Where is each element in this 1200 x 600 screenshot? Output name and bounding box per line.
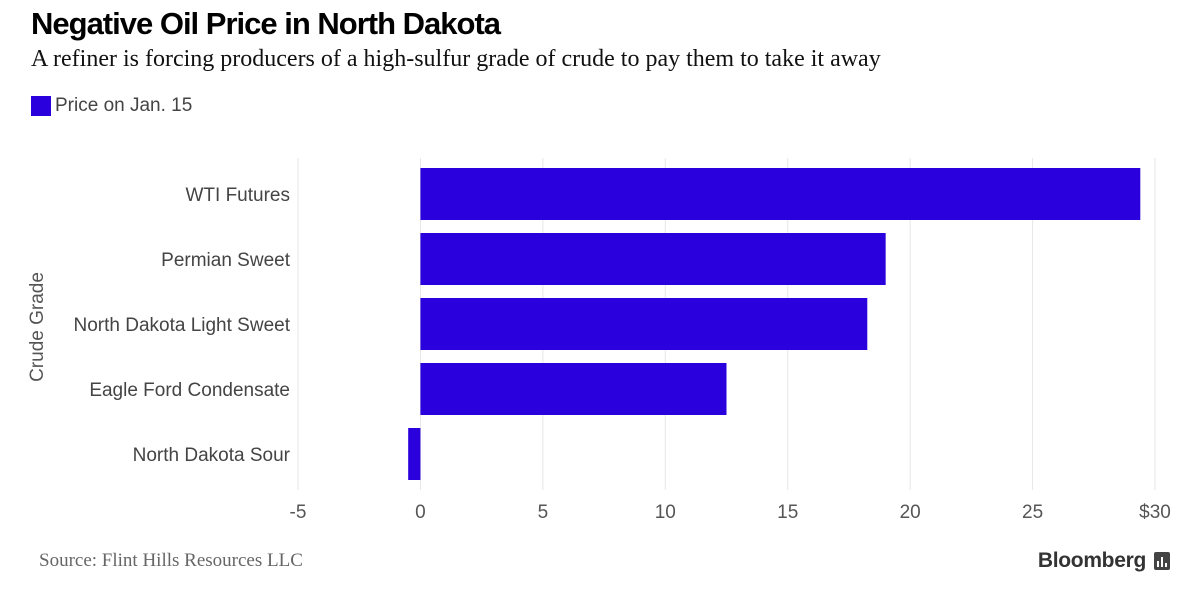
chart-subtitle: A refiner is forcing producers of a high… (31, 46, 881, 72)
x-tick-label: 20 (900, 502, 921, 523)
legend-label: Price on Jan. 15 (55, 95, 193, 116)
x-tick-label: 15 (777, 502, 798, 523)
brand-logo: Bloomberg (1038, 549, 1170, 573)
bloomberg-terminal-icon (1154, 552, 1170, 570)
legend: Price on Jan. 15 (31, 95, 192, 117)
category-label: North Dakota Sour (133, 445, 291, 466)
bar-north-dakota-sour (408, 428, 421, 480)
category-label: North Dakota Light Sweet (73, 315, 290, 336)
bar-eagle-ford-condensate (420, 363, 727, 415)
x-tick-label: 5 (538, 502, 549, 523)
legend-swatch (31, 96, 51, 116)
category-label: Permian Sweet (161, 250, 291, 271)
x-tick-label: $30 (1139, 502, 1171, 523)
x-tick-label: 0 (415, 502, 426, 523)
brand-name: Bloomberg (1037, 549, 1146, 572)
category-label: Eagle Ford Condensate (89, 380, 290, 401)
x-tick-label: 25 (1022, 502, 1043, 523)
bar-permian-sweet (420, 233, 886, 285)
category-label: WTI Futures (185, 185, 290, 206)
y-axis-label: Crude Grade (27, 272, 48, 382)
chart-title: Negative Oil Price in North Dakota (31, 6, 501, 41)
source-note: Source: Flint Hills Resources LLC (39, 550, 303, 571)
x-tick-label: -5 (290, 502, 307, 523)
bar-north-dakota-light-sweet (420, 298, 868, 350)
x-tick-label: 10 (655, 502, 676, 523)
bar-wti-futures (420, 168, 1141, 220)
